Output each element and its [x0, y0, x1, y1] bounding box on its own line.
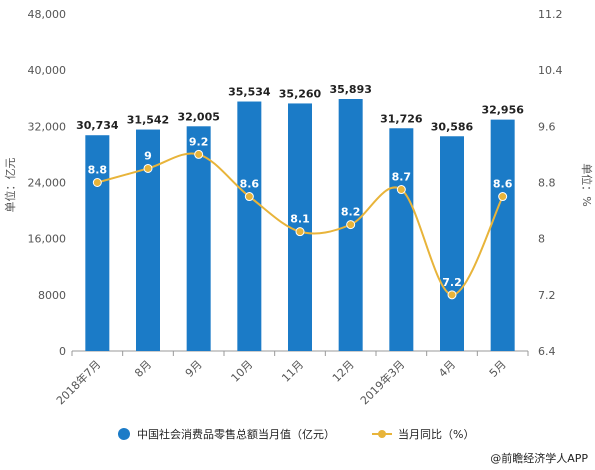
y-left-tick-label: 40,000: [28, 64, 67, 77]
y-left-tick-label: 32,000: [28, 120, 67, 133]
line-value-label: 9: [144, 149, 152, 162]
line-value-label: 8.6: [493, 178, 513, 191]
bar-value-label: 30,734: [76, 119, 119, 132]
bar-value-label: 31,726: [380, 112, 423, 125]
x-tick-label: 2018年7月: [53, 357, 103, 407]
line-point: [143, 163, 153, 173]
y-right-tick-label: 6.4: [538, 345, 556, 358]
line-value-label: 8.6: [240, 178, 260, 191]
x-tick-label: 10月: [229, 358, 256, 385]
x-tick-label: 4月: [436, 358, 458, 380]
y-right-axis-title: 单位：%: [580, 163, 594, 206]
bar: [85, 135, 110, 351]
line-point: [295, 227, 305, 237]
line-value-label: 8.8: [88, 164, 108, 177]
line-value-label: 8.1: [290, 213, 310, 226]
y-right-tick-label: 10.4: [538, 64, 563, 77]
y-left-axis-title: 单位：亿元: [3, 158, 17, 213]
legend: 中国社会消费品零售总额当月值（亿元） 当月同比（%）: [118, 427, 474, 441]
bar-value-label: 32,005: [177, 110, 219, 123]
legend-bar-swatch: [118, 428, 130, 440]
y-right-tick-label: 9.6: [538, 120, 556, 133]
bar-value-label: 35,260: [279, 87, 322, 100]
y-left-tick-label: 24,000: [28, 177, 67, 190]
data-labels: 30,734 31,542 32,005 35,534 35,260 35,893 31,7…: [76, 83, 524, 289]
line-point: [346, 220, 356, 230]
y-right-tick-label: 8: [538, 233, 545, 246]
line-point: [194, 149, 204, 159]
bar: [237, 101, 262, 352]
line-point: [396, 185, 406, 195]
legend-line-marker: [378, 430, 386, 438]
bar-value-label: 30,586: [431, 120, 474, 133]
line-point: [498, 192, 508, 202]
line-value-label: 8.7: [392, 171, 412, 184]
line-point: [92, 178, 102, 187]
line-point: [244, 192, 254, 202]
legend-line-label: 当月同比（%）: [398, 427, 474, 441]
x-tick-label: 5月: [487, 358, 509, 380]
bar: [490, 119, 515, 351]
credit-text: @前瞻经济学人APP: [490, 451, 588, 465]
bars: [85, 99, 515, 352]
x-tick-label: 9月: [183, 358, 205, 380]
y-left-tick-label: 48,000: [28, 8, 67, 21]
line-series: [92, 149, 508, 300]
bar-value-label: 35,534: [228, 86, 271, 99]
bar-value-label: 35,893: [329, 83, 371, 96]
bar-value-label: 32,956: [481, 104, 524, 117]
x-tick-label: 11月: [279, 358, 306, 385]
bar-value-label: 31,542: [127, 114, 169, 127]
y-left-tick-label: 16,000: [28, 233, 67, 246]
line-value-label: 9.2: [189, 135, 209, 148]
bar: [440, 136, 464, 351]
x-tick-label: 8月: [132, 358, 154, 380]
y-right-tick-label: 7.2: [538, 289, 556, 302]
legend-bar-label: 中国社会消费品零售总额当月值（亿元）: [137, 427, 335, 441]
y-left-tick-label: 0: [59, 345, 66, 358]
line-point: [447, 290, 457, 300]
bar: [389, 128, 414, 351]
y-right-tick-label: 11.2: [538, 8, 563, 21]
line-value-label: 8.2: [341, 206, 361, 219]
x-tick-label: 2019年3月: [357, 357, 407, 407]
bar: [186, 126, 211, 352]
line-value-label: 7.2: [442, 276, 462, 289]
x-tick-label: 12月: [330, 358, 357, 385]
y-left-tick-label: 8000: [38, 289, 66, 302]
y-right-tick-label: 8.8: [538, 177, 556, 190]
bar: [136, 129, 160, 351]
